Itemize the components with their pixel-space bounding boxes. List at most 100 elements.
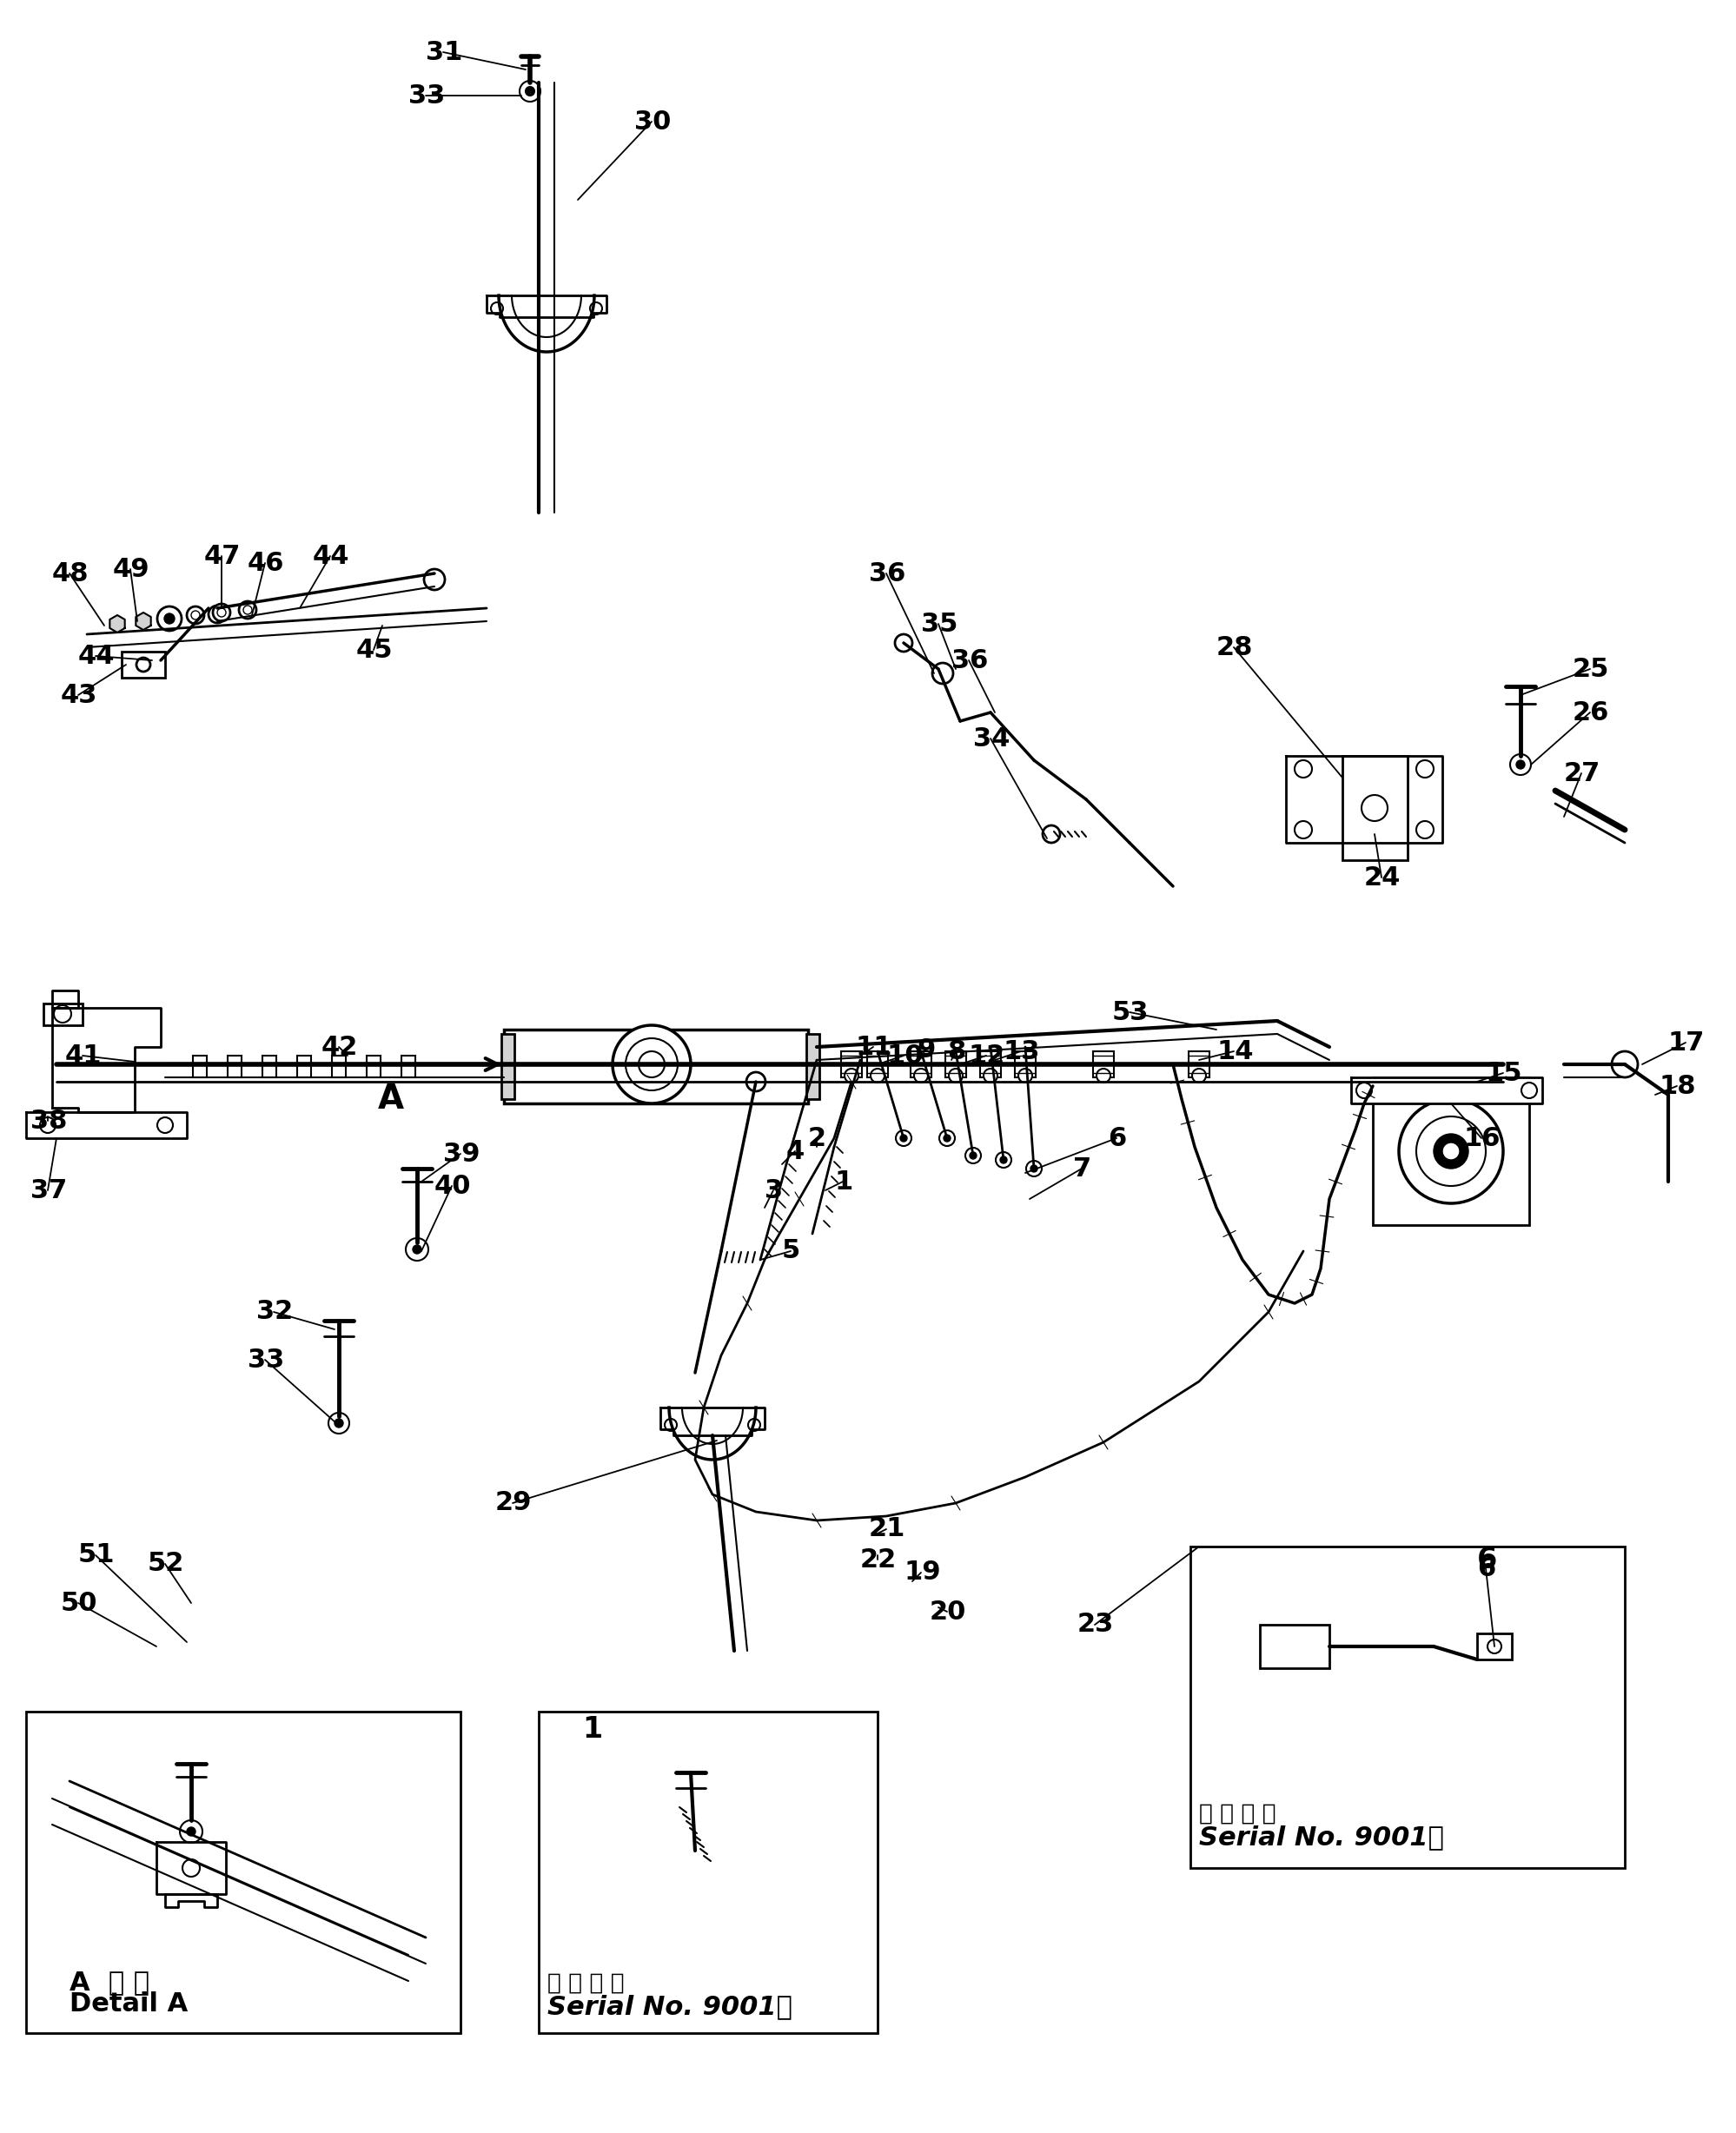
Bar xyxy=(1342,755,1408,860)
Bar xyxy=(1016,1052,1036,1077)
Bar xyxy=(806,1035,819,1098)
Bar xyxy=(538,1711,878,2033)
Text: 36: 36 xyxy=(951,648,988,672)
Polygon shape xyxy=(660,1408,764,1436)
Text: 7: 7 xyxy=(1073,1156,1092,1182)
Text: 38: 38 xyxy=(31,1109,68,1133)
Circle shape xyxy=(424,570,444,591)
Circle shape xyxy=(240,602,257,619)
Circle shape xyxy=(970,1152,977,1158)
Text: A: A xyxy=(378,1084,404,1116)
Circle shape xyxy=(1019,1069,1033,1084)
Circle shape xyxy=(1516,759,1524,768)
Text: 6: 6 xyxy=(1477,1555,1495,1581)
Text: 33: 33 xyxy=(408,83,444,109)
Bar xyxy=(1373,1077,1529,1224)
Text: 24: 24 xyxy=(1364,864,1401,889)
Text: 46: 46 xyxy=(248,550,285,576)
Text: 25: 25 xyxy=(1573,657,1609,683)
Text: 37: 37 xyxy=(31,1177,68,1203)
Circle shape xyxy=(335,1418,344,1427)
Circle shape xyxy=(613,1026,691,1103)
Text: 13: 13 xyxy=(1003,1039,1040,1064)
Polygon shape xyxy=(135,612,151,629)
Polygon shape xyxy=(1286,755,1443,843)
Text: 21: 21 xyxy=(870,1517,906,1542)
Circle shape xyxy=(1611,1052,1637,1077)
Text: 29: 29 xyxy=(495,1491,533,1517)
Text: 23: 23 xyxy=(1078,1613,1115,1638)
Bar xyxy=(1189,1052,1210,1077)
Circle shape xyxy=(413,1246,422,1254)
Text: 2: 2 xyxy=(807,1126,826,1152)
Circle shape xyxy=(1434,1135,1469,1169)
Text: 44: 44 xyxy=(78,644,115,668)
Text: 12: 12 xyxy=(969,1043,1005,1069)
Text: 27: 27 xyxy=(1564,761,1601,785)
Bar xyxy=(866,1052,889,1077)
Bar xyxy=(227,1056,241,1077)
Text: 45: 45 xyxy=(356,638,392,663)
Text: 14: 14 xyxy=(1217,1039,1253,1064)
Circle shape xyxy=(181,1819,203,1843)
Bar xyxy=(502,1035,514,1098)
Text: 22: 22 xyxy=(859,1546,898,1572)
Circle shape xyxy=(746,1073,766,1092)
Circle shape xyxy=(1193,1069,1207,1084)
Text: 43: 43 xyxy=(61,683,97,708)
Text: 26: 26 xyxy=(1573,700,1609,725)
Text: 10: 10 xyxy=(887,1043,924,1069)
Bar xyxy=(911,1052,932,1077)
Text: 40: 40 xyxy=(434,1173,472,1199)
Text: 41: 41 xyxy=(66,1043,102,1069)
Text: 8: 8 xyxy=(948,1039,965,1064)
Text: 33: 33 xyxy=(248,1348,285,1372)
Text: 47: 47 xyxy=(205,544,241,570)
Circle shape xyxy=(526,87,535,96)
Circle shape xyxy=(187,1828,196,1837)
Circle shape xyxy=(944,1135,951,1141)
Circle shape xyxy=(187,606,205,623)
Bar xyxy=(946,1052,967,1077)
Bar xyxy=(26,1711,460,2033)
Bar xyxy=(1477,1634,1512,1659)
Text: 5: 5 xyxy=(781,1239,800,1263)
Circle shape xyxy=(137,657,151,672)
Polygon shape xyxy=(486,294,606,318)
Text: 30: 30 xyxy=(634,109,672,134)
Polygon shape xyxy=(52,1009,161,1111)
Polygon shape xyxy=(52,990,78,1009)
Text: 34: 34 xyxy=(974,725,1010,751)
Circle shape xyxy=(1026,1160,1042,1177)
Text: 適 用 号 機: 適 用 号 機 xyxy=(547,1973,625,1994)
Text: 3: 3 xyxy=(764,1177,783,1203)
Circle shape xyxy=(871,1069,885,1084)
Text: 1: 1 xyxy=(833,1169,852,1194)
Text: 1: 1 xyxy=(582,1715,602,1745)
Text: 51: 51 xyxy=(78,1542,115,1568)
Polygon shape xyxy=(26,1111,187,1139)
Text: 32: 32 xyxy=(257,1299,293,1325)
Text: 20: 20 xyxy=(930,1600,967,1625)
Text: 6: 6 xyxy=(1477,1546,1496,1574)
Bar xyxy=(981,1052,1002,1077)
Bar xyxy=(503,1030,807,1103)
Text: Serial No. 9001～: Serial No. 9001～ xyxy=(1200,1824,1444,1849)
Text: 53: 53 xyxy=(1113,1000,1149,1024)
Text: 42: 42 xyxy=(321,1035,358,1060)
Bar xyxy=(332,1056,345,1077)
Circle shape xyxy=(158,606,182,631)
Circle shape xyxy=(1097,1069,1111,1084)
Bar xyxy=(401,1056,415,1077)
Circle shape xyxy=(519,81,540,102)
Text: 44: 44 xyxy=(312,544,349,570)
Text: 18: 18 xyxy=(1660,1073,1696,1098)
Polygon shape xyxy=(1351,1077,1542,1103)
Text: 50: 50 xyxy=(61,1591,97,1615)
Circle shape xyxy=(328,1412,349,1433)
Text: 17: 17 xyxy=(1668,1030,1705,1056)
Text: 4: 4 xyxy=(786,1139,806,1165)
Bar xyxy=(297,1056,311,1077)
Text: 19: 19 xyxy=(904,1559,941,1585)
Circle shape xyxy=(214,604,231,621)
